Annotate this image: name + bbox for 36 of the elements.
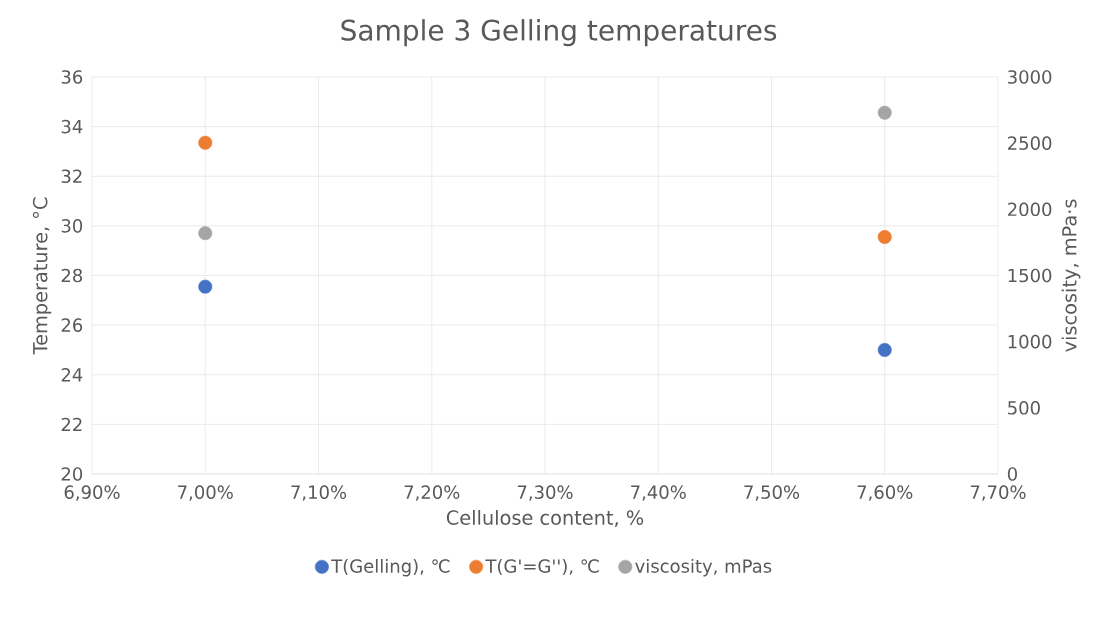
y2-tick-label: 3000 bbox=[1008, 70, 1052, 84]
x-tick-label: 7,60% bbox=[857, 485, 913, 501]
y2-tick-label: 0 bbox=[1007, 467, 1017, 481]
legend-label: T(G'=G''), ℃ bbox=[485, 559, 599, 576]
x-tick-label: 7,70% bbox=[970, 485, 1026, 501]
y2-axis-title: viscosity, mPa·s bbox=[1061, 199, 1081, 352]
y2-tick-label: 2000 bbox=[1008, 202, 1052, 217]
legend-label: viscosity, mPas bbox=[635, 558, 772, 577]
y2-tick-label: 500 bbox=[1008, 401, 1040, 415]
x-tick-label: 7,40% bbox=[631, 485, 686, 501]
x-tick-label: 7,00% bbox=[178, 485, 233, 501]
x-tick-label: 7,10% bbox=[291, 485, 347, 501]
y-tick-label: 24 bbox=[61, 368, 83, 382]
y-axis-title: Temperature, °C bbox=[32, 197, 52, 355]
y-tick-label: 20 bbox=[61, 467, 83, 481]
y-tick-label: 30 bbox=[61, 219, 83, 233]
y2-tick-label: 1500 bbox=[1008, 268, 1052, 283]
chart-title: Sample 3 Gelling temperatures bbox=[341, 19, 777, 47]
x-tick-label: 7,50% bbox=[744, 485, 800, 501]
point bbox=[877, 230, 892, 244]
y-tick-label: 34 bbox=[61, 119, 83, 134]
point bbox=[877, 342, 892, 357]
y-tick-label: 26 bbox=[61, 318, 83, 332]
x-tick-label: 7,20% bbox=[404, 485, 460, 501]
point bbox=[198, 279, 213, 294]
x-tick-label: 6,90% bbox=[64, 485, 120, 501]
legend-label: T(Gelling), ℃ bbox=[331, 558, 450, 577]
x-axis-title: Cellulose content, % bbox=[446, 509, 644, 527]
point bbox=[198, 135, 213, 150]
y2-tick-label: 1000 bbox=[1008, 334, 1052, 349]
y-tick-label: 22 bbox=[61, 417, 82, 432]
x-tick-label: 7,30% bbox=[517, 485, 573, 501]
y-tick-label: 32 bbox=[61, 169, 82, 184]
y-tick-label: 28 bbox=[61, 268, 83, 283]
y-tick-label: 36 bbox=[61, 70, 83, 84]
y2-tick-label: 2500 bbox=[1008, 136, 1052, 150]
